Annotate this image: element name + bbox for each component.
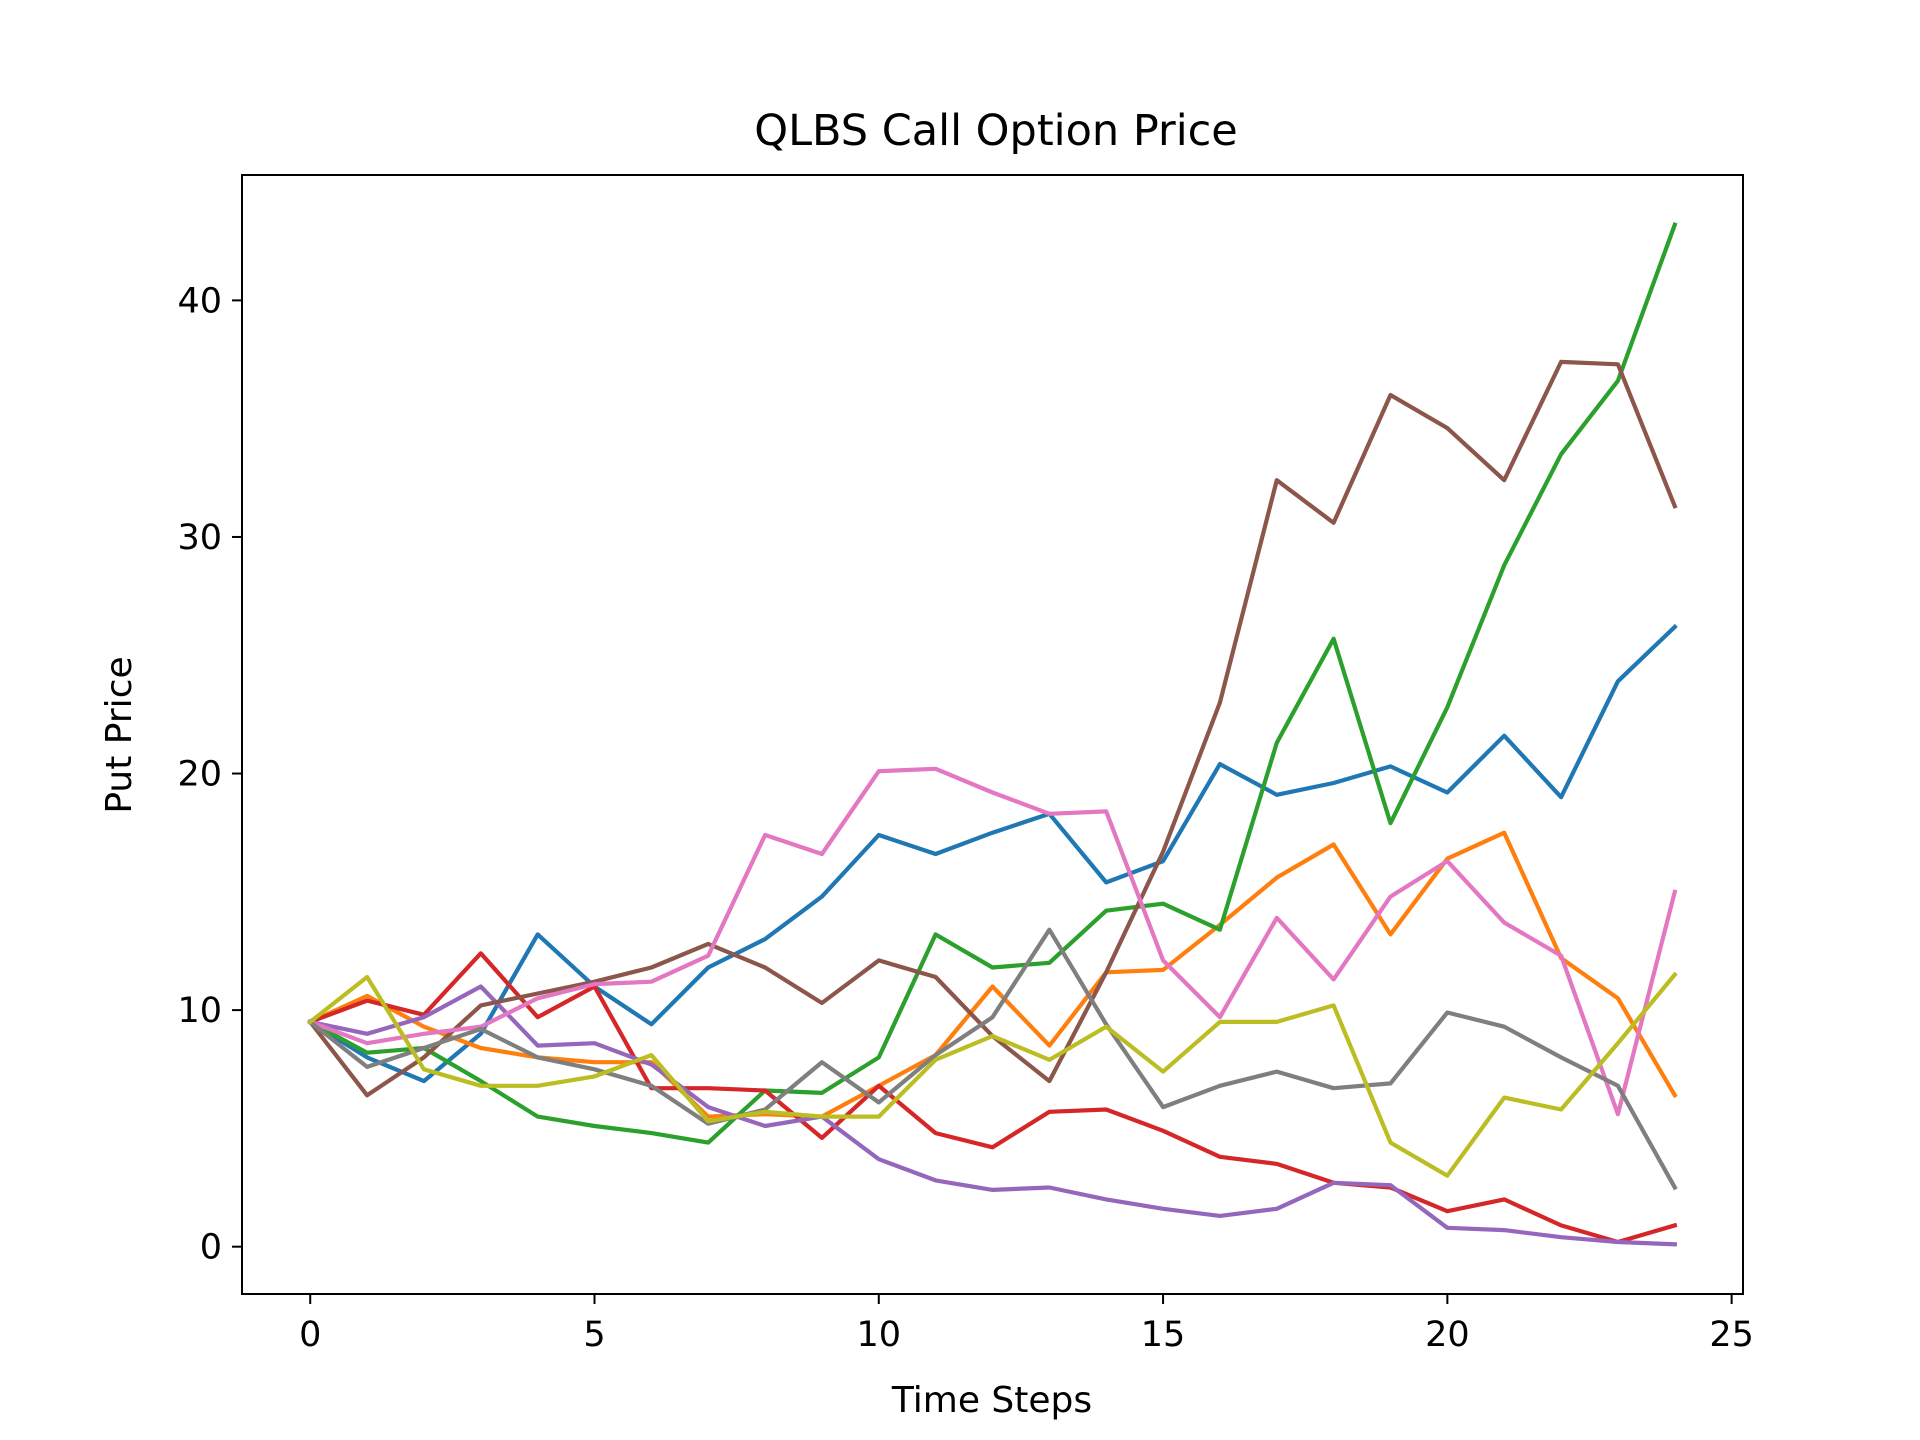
x-tick-label: 15	[1141, 1315, 1186, 1355]
x-tick-label: 10	[857, 1315, 902, 1355]
x-tick-label: 5	[583, 1315, 605, 1355]
plot-frame	[241, 174, 1744, 1295]
series-line-4	[307, 951, 1678, 1245]
y-tick-label: 10	[177, 991, 222, 1031]
y-axis-label: Put Price	[99, 656, 140, 813]
y-tick-label: 30	[177, 518, 222, 558]
x-axis: 0 5 10 15 20 25	[299, 1294, 1754, 1355]
series-line-5	[307, 984, 1677, 1247]
series-line-7	[307, 766, 1678, 1117]
series-line-3	[307, 222, 1678, 1145]
x-axis-label: Time Steps	[891, 1380, 1092, 1421]
y-axis: 0 10 20 30 40	[177, 281, 242, 1268]
x-tick-label: 0	[299, 1315, 321, 1355]
series-line-9	[307, 971, 1678, 1178]
series-line-8	[307, 927, 1678, 1191]
y-tick-label: 20	[177, 755, 222, 795]
y-tick-label: 0	[200, 1228, 222, 1268]
x-tick-label: 20	[1425, 1315, 1470, 1355]
x-tick-label: 25	[1709, 1315, 1754, 1355]
y-tick-label: 40	[177, 281, 222, 321]
series-line-1	[307, 623, 1678, 1084]
chart-title: QLBS Call Option Price	[754, 106, 1238, 156]
series-lines	[307, 222, 1678, 1247]
